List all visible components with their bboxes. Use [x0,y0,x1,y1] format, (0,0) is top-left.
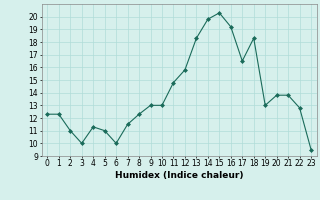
X-axis label: Humidex (Indice chaleur): Humidex (Indice chaleur) [115,171,244,180]
